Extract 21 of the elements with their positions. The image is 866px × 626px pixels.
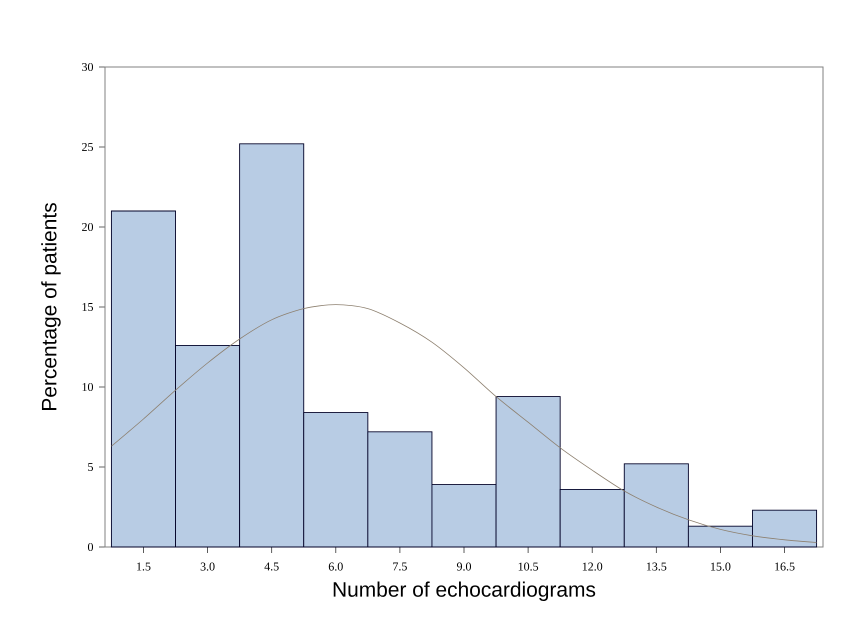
x-tick-label: 1.5 [137, 562, 150, 571]
y-tick-label: 25 [82, 142, 94, 152]
y-tick-label: 30 [82, 62, 94, 72]
x-tick-label: 4.5 [264, 562, 279, 571]
x-axis-title: Number of echocardiograms [334, 581, 596, 601]
x-tick-label: 15.0 [711, 562, 730, 571]
x-tick-label: 6.0 [328, 562, 343, 571]
x-tick-label: 7.5 [393, 562, 407, 571]
x-tick-label: 9.0 [456, 562, 472, 571]
y-tick-label: 0 [88, 542, 94, 552]
y-axis-title: Percentage of patients [41, 203, 61, 410]
line-series [111, 304, 817, 543]
x-tick-label: 10.5 [518, 562, 538, 571]
x-tick-label: 3.0 [200, 562, 215, 571]
x-tick-label: 12.0 [582, 562, 602, 571]
y-tick-label: 5 [88, 463, 94, 471]
x-tick-label: 13.5 [646, 562, 666, 571]
y-tick-label: 20 [82, 222, 94, 232]
y-tick-label: 15 [82, 302, 94, 311]
x-tick-label: 16.5 [775, 562, 795, 571]
y-tick-label: 10 [82, 382, 94, 392]
